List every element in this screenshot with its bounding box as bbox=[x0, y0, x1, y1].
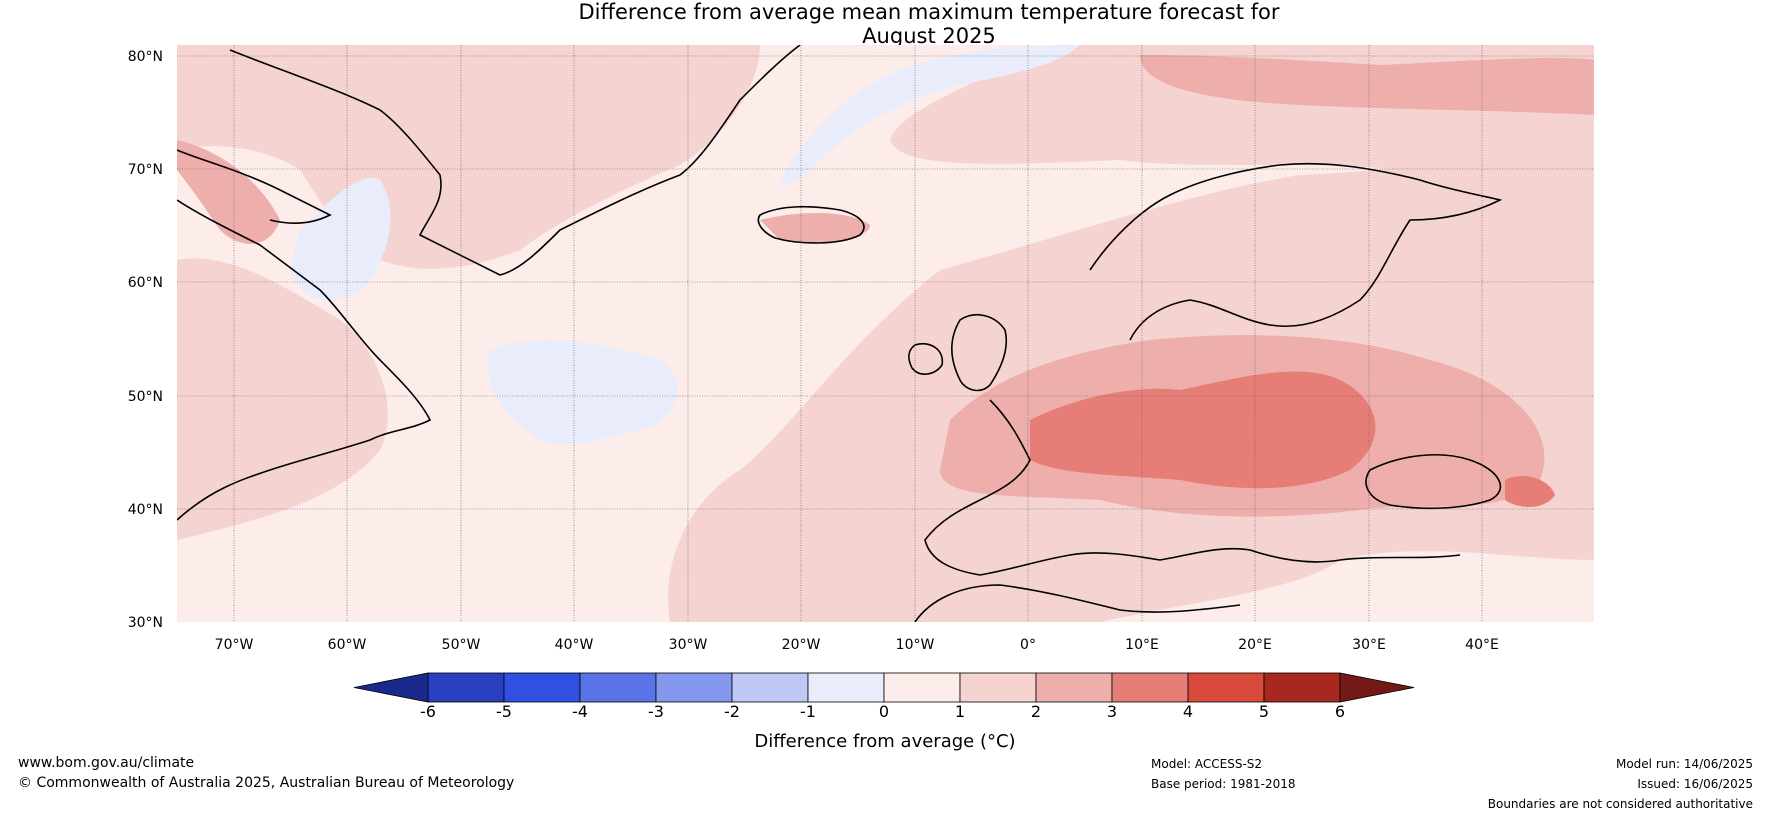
model-text: Model: ACCESS-S2 bbox=[1151, 757, 1263, 771]
colorbar-segment bbox=[579, 672, 657, 703]
colorbar-tick-label: -1 bbox=[800, 702, 816, 721]
colorbar-tick-label: 5 bbox=[1259, 702, 1269, 721]
map-area bbox=[177, 45, 1594, 622]
disclaimer-text: Boundaries are not considered authoritat… bbox=[1487, 797, 1753, 811]
coastline-iceland bbox=[757, 205, 865, 244]
lat-label-30n: 30°N bbox=[128, 615, 163, 631]
colorbar-segment bbox=[655, 672, 733, 703]
colorbar-tick-label: 0 bbox=[879, 702, 889, 721]
lat-label-60n: 60°N bbox=[128, 275, 163, 291]
colorbar-segment bbox=[883, 672, 961, 703]
colorbar-tick-label: -4 bbox=[572, 702, 588, 721]
colorbar-segment bbox=[1187, 672, 1265, 703]
lon-label-40e: 40°E bbox=[1465, 637, 1499, 653]
colorbar-segment bbox=[959, 672, 1037, 703]
anomaly-region-2to3-svalbard bbox=[1140, 55, 1594, 115]
colorbar-tick-label: -3 bbox=[648, 702, 664, 721]
anomaly-region-3to4-central-europe bbox=[1030, 371, 1376, 489]
coastline-black-sea bbox=[1365, 454, 1502, 510]
lon-label-50w: 50°W bbox=[442, 637, 481, 653]
coastline-baffin-island bbox=[177, 149, 332, 225]
colorbar-segment bbox=[1263, 672, 1341, 703]
anomaly-region-1to2-north bbox=[177, 45, 760, 269]
coastline-scandinavia bbox=[1089, 162, 1503, 341]
colorbar-segment bbox=[427, 672, 505, 703]
colorbar-tick-label: 3 bbox=[1107, 702, 1117, 721]
colorbar-tick-label: 4 bbox=[1183, 702, 1193, 721]
anomaly-region-3to4-caucasus bbox=[1505, 475, 1555, 507]
latitude-labels: 80°N 70°N 60°N 50°N 40°N 30°N bbox=[128, 49, 163, 631]
lon-label-60w: 60°W bbox=[328, 637, 367, 653]
lon-label-40w: 40°W bbox=[555, 637, 594, 653]
anomaly-region-0tominus1-atlantic bbox=[488, 340, 678, 445]
lon-label-10e: 10°E bbox=[1125, 637, 1159, 653]
colorbar-tick-label: -2 bbox=[724, 702, 740, 721]
colorbar-tick-label: 2 bbox=[1031, 702, 1041, 721]
lon-label-20w: 20°W bbox=[782, 637, 821, 653]
lon-label-0: 0° bbox=[1020, 637, 1036, 653]
lat-label-40n: 40°N bbox=[128, 502, 163, 518]
base-period-text: Base period: 1981-2018 bbox=[1151, 777, 1296, 791]
coastline-canada bbox=[177, 199, 432, 521]
model-run-text: Model run: 14/06/2025 bbox=[1615, 757, 1753, 771]
lon-label-30w: 30°W bbox=[669, 637, 708, 653]
copyright-text: © Commonwealth of Australia 2025, Austra… bbox=[18, 775, 515, 791]
map-title: Difference from average mean maximum tem… bbox=[0, 0, 1770, 48]
colorbar-tick-label: 1 bbox=[955, 702, 965, 721]
coastline-north-africa bbox=[914, 584, 1241, 622]
colorbar-tick-label: 6 bbox=[1335, 702, 1345, 721]
colorbar-tick-label: -6 bbox=[420, 702, 436, 721]
anomaly-region-2to3-greenland bbox=[177, 140, 280, 244]
lat-label-70n: 70°N bbox=[128, 162, 163, 178]
colorbar-segment bbox=[807, 672, 885, 703]
anomaly-region-0tominus1-greenland-sea bbox=[780, 45, 1080, 184]
graticule bbox=[177, 45, 1594, 622]
anomaly-region-1to2-west bbox=[177, 258, 388, 540]
anomaly-region-0tominus1-labrador bbox=[290, 178, 391, 301]
anomaly-region-2to3-iceland bbox=[760, 213, 870, 242]
colorbar-segment bbox=[1035, 672, 1113, 703]
lon-label-10w: 10°W bbox=[896, 637, 935, 653]
coastline-british-isles bbox=[908, 314, 1008, 392]
colorbar: -6 -5 -4 -3 -2 -1 0 1 2 3 4 5 6 bbox=[353, 672, 1415, 721]
colorbar-segment bbox=[1111, 672, 1189, 703]
lat-label-50n: 50°N bbox=[128, 389, 163, 405]
colorbar-arrow-high bbox=[1339, 672, 1415, 703]
coastline-western-europe bbox=[924, 399, 1461, 576]
colorbar-segment bbox=[731, 672, 809, 703]
lat-label-80n: 80°N bbox=[128, 49, 163, 65]
colorbar-tick-label: -5 bbox=[496, 702, 512, 721]
longitude-labels: 70°W 60°W 50°W 40°W 30°W 20°W 10°W 0° 10… bbox=[215, 637, 1499, 653]
lon-label-70w: 70°W bbox=[215, 637, 254, 653]
website-text: www.bom.gov.au/climate bbox=[18, 755, 195, 771]
lon-label-20e: 20°E bbox=[1238, 637, 1272, 653]
coastline-greenland bbox=[229, 45, 801, 276]
title-line-1: Difference from average mean maximum tem… bbox=[578, 0, 1280, 24]
colorbar-arrow-low bbox=[353, 672, 429, 703]
coastlines bbox=[177, 45, 1503, 622]
title-line-2: August 2025 bbox=[862, 24, 996, 48]
colorbar-label: Difference from average (°C) bbox=[754, 731, 1015, 752]
colorbar-segment bbox=[503, 672, 581, 703]
issued-text: Issued: 16/06/2025 bbox=[1637, 777, 1753, 791]
lon-label-30e: 30°E bbox=[1352, 637, 1386, 653]
